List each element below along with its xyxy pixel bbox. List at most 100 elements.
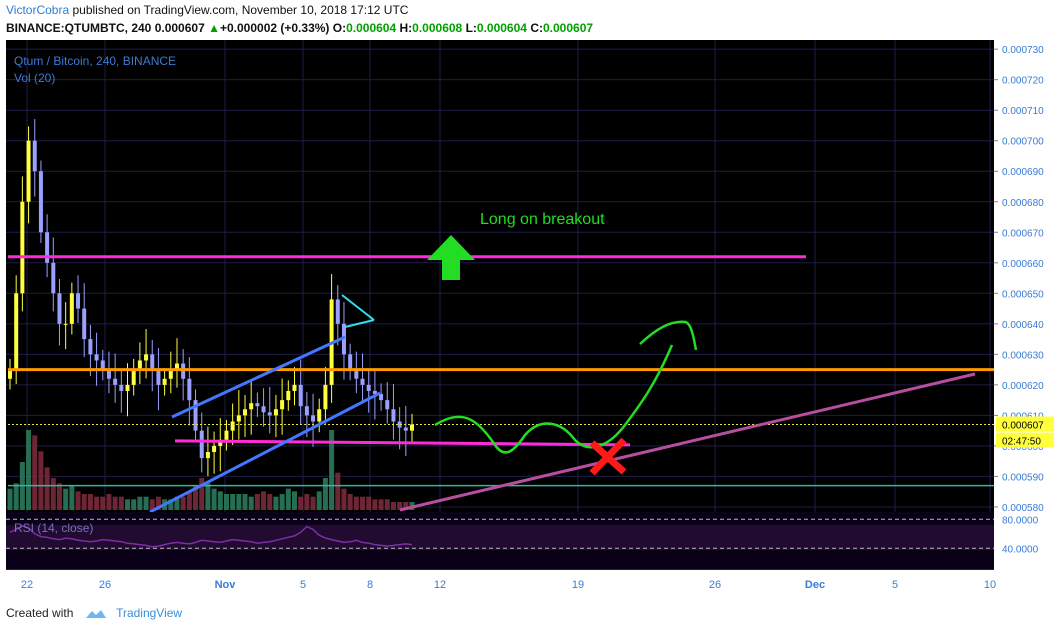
volume-bar	[44, 467, 50, 510]
candle	[249, 403, 254, 410]
price-axis[interactable]	[994, 40, 1053, 570]
candle	[20, 201, 25, 294]
price-chart[interactable]: 80.0000 40.0000 0.000730 0.000720 0.000710 0…	[0, 40, 1059, 597]
volume-bar	[248, 496, 254, 510]
volume-bar	[353, 496, 359, 510]
candle	[397, 421, 402, 428]
candle	[230, 421, 235, 431]
candle	[311, 415, 316, 422]
x-tick-label: 22	[21, 579, 33, 591]
rsi-band	[6, 525, 994, 550]
author-link[interactable]: VictorCobra	[6, 3, 70, 17]
volume-bar	[7, 488, 13, 510]
candle	[323, 384, 328, 410]
candle	[187, 378, 192, 401]
candle	[156, 369, 161, 385]
volume-bar	[273, 496, 279, 510]
l-value: 0.000604	[476, 21, 527, 35]
candle	[403, 427, 408, 431]
candle	[236, 415, 241, 422]
h-value: 0.000608	[412, 21, 463, 35]
created-with-text: Created with	[6, 606, 74, 620]
candle	[131, 369, 136, 385]
tradingview-link[interactable]: TradingView	[116, 606, 183, 620]
volume-bar	[81, 494, 87, 510]
volume-bar	[118, 496, 124, 510]
candle	[8, 369, 12, 379]
volume-bar	[87, 494, 93, 510]
candle	[286, 390, 291, 401]
projection-hook	[639, 320, 698, 351]
volume-bar	[50, 478, 56, 510]
volume-bar	[267, 494, 273, 510]
candle	[57, 293, 62, 324]
y-tick-label: 0.000710	[1002, 106, 1044, 117]
x-tick-label: 26	[709, 579, 721, 591]
volume-bar	[236, 494, 242, 510]
candle	[292, 384, 297, 391]
volume-bar	[279, 494, 285, 510]
volume-bar	[205, 483, 211, 510]
channel-lower[interactable]	[149, 391, 381, 514]
chart-title: Qtum / Bitcoin, 240, BINANCE	[14, 54, 176, 68]
volume-bar	[341, 488, 347, 510]
volume-bar	[217, 491, 223, 510]
channel-upper[interactable]	[171, 335, 346, 419]
candle	[76, 293, 81, 309]
volume-bar	[63, 488, 69, 510]
cross-icon-stroke	[589, 437, 627, 476]
support-line[interactable]	[174, 439, 631, 447]
countdown-tag	[996, 432, 1054, 448]
volume-bar	[112, 496, 118, 510]
y-tick-label: 0.000630	[1002, 350, 1044, 361]
triangle-up-icon: ▲	[208, 21, 220, 35]
volume-bar	[397, 502, 403, 510]
symbol-label: BINANCE:QTUMBTC, 240	[6, 21, 152, 35]
volume-bar	[32, 435, 38, 510]
candle	[212, 445, 217, 453]
candle	[106, 369, 111, 379]
candle	[113, 378, 118, 385]
wedge-top	[341, 294, 375, 321]
volume-bar	[316, 491, 322, 510]
y-tick-label: 0.000640	[1002, 320, 1044, 331]
candle	[410, 424, 414, 431]
candle	[144, 354, 149, 361]
candle	[199, 430, 204, 459]
candle	[298, 384, 303, 407]
volume-bar	[261, 491, 267, 510]
volume-bar	[223, 494, 229, 510]
footer: Created with TradingView	[6, 606, 182, 620]
volume-bar	[94, 496, 100, 510]
volume-bar	[390, 502, 396, 510]
x-tick-label: 5	[892, 579, 898, 591]
rsi-tick-label: 40.0000	[1002, 544, 1039, 555]
candle	[82, 308, 87, 340]
volume-bar	[310, 496, 316, 510]
wedge-bottom	[344, 319, 375, 328]
x-tick-label: 19	[572, 579, 584, 591]
rsi-label: RSI (14, close)	[14, 521, 93, 535]
h-label: H:	[399, 21, 413, 35]
volume-bar	[291, 491, 297, 510]
x-tick-label: Nov	[215, 579, 237, 591]
volume-bar	[106, 494, 112, 510]
last-price-tag	[996, 416, 1054, 432]
volume-bar	[56, 483, 62, 510]
trend-line[interactable]	[399, 372, 976, 512]
volume-bar	[322, 478, 328, 510]
candle	[26, 140, 31, 202]
time-axis[interactable]	[6, 570, 994, 597]
volume-bar	[372, 499, 378, 510]
o-label: O:	[332, 21, 347, 35]
candle	[69, 293, 74, 324]
candle	[304, 406, 309, 416]
tradingview-logo-icon	[85, 609, 106, 618]
candle	[379, 394, 384, 401]
candle	[348, 354, 353, 370]
candle	[168, 369, 173, 379]
y-tick-label: 0.000690	[1002, 167, 1044, 178]
ohlc-bar: BINANCE:QTUMBTC, 240 0.000607 ▲+0.000002…	[6, 21, 593, 35]
volume-bar	[285, 488, 291, 510]
y-tick-label: 0.000580	[1002, 503, 1044, 514]
